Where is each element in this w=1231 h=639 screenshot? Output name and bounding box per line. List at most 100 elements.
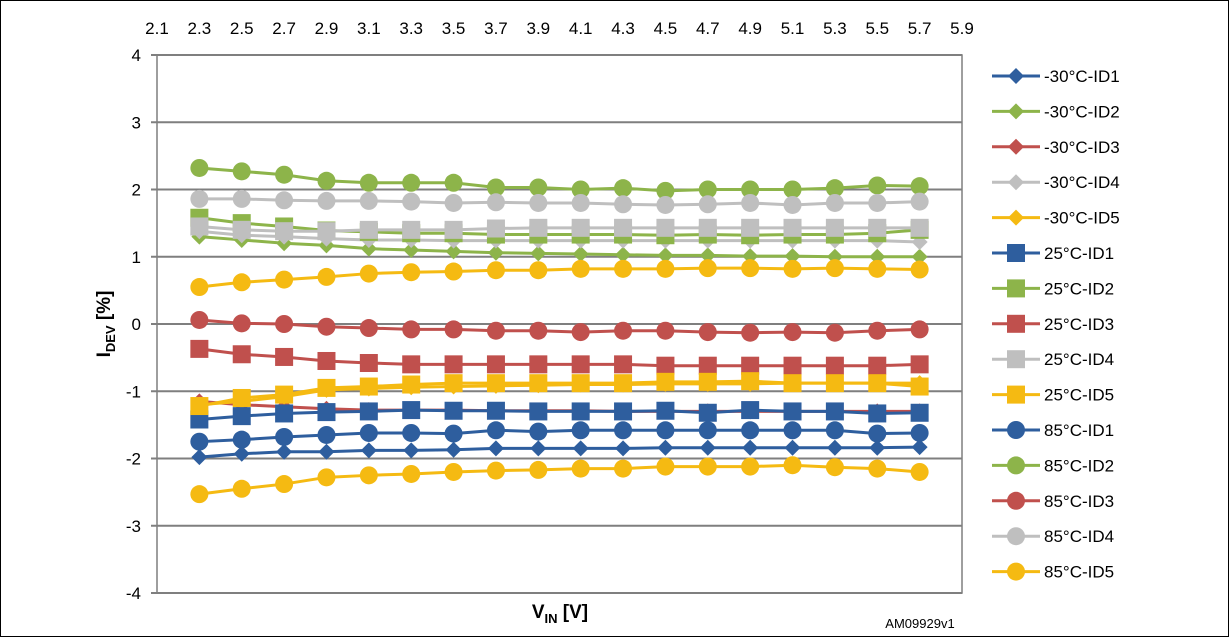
data-point xyxy=(402,355,421,374)
data-point xyxy=(571,355,590,374)
data-point xyxy=(614,321,633,340)
data-point xyxy=(698,356,717,375)
data-point xyxy=(656,421,675,440)
data-point xyxy=(741,401,760,420)
data-point xyxy=(190,339,209,358)
data-point xyxy=(317,222,336,241)
data-point xyxy=(783,259,802,278)
data-point xyxy=(868,259,887,278)
data-point xyxy=(615,246,632,263)
data-point xyxy=(911,248,928,265)
series-line xyxy=(199,347,920,368)
data-point xyxy=(190,189,209,208)
data-point xyxy=(742,248,759,265)
series-line xyxy=(199,399,920,413)
data-point xyxy=(402,423,421,442)
data-point xyxy=(656,356,675,375)
data-point xyxy=(571,421,590,440)
data-point xyxy=(529,402,548,421)
x-tick-label: 3.9 xyxy=(526,19,550,38)
legend-item: -30°C-ID4 xyxy=(992,173,1120,192)
data-point xyxy=(444,462,463,481)
data-point xyxy=(232,273,251,292)
x-tick-label: 5.1 xyxy=(781,19,805,38)
data-point xyxy=(233,445,250,462)
data-point xyxy=(783,456,802,475)
data-point xyxy=(275,404,294,423)
legend-marker xyxy=(1007,314,1025,333)
x-tick-label: 4.9 xyxy=(738,19,762,38)
data-point xyxy=(868,404,887,423)
x-tick-label: 5.9 xyxy=(950,19,974,38)
data-point xyxy=(275,315,294,333)
legend-marker xyxy=(1008,103,1024,120)
legend-item: 25°C-ID2 xyxy=(992,279,1114,298)
data-point xyxy=(275,385,294,404)
data-point xyxy=(359,173,378,192)
data-point xyxy=(910,177,929,196)
y-tick-label: -1 xyxy=(126,382,141,401)
legend-label: -30°C-ID3 xyxy=(1044,138,1120,157)
data-point xyxy=(444,193,463,212)
data-point xyxy=(868,218,887,237)
data-point xyxy=(910,260,929,279)
data-point xyxy=(359,319,378,338)
legend-label: -30°C-ID2 xyxy=(1044,102,1120,121)
data-point xyxy=(614,195,633,214)
data-point xyxy=(360,240,377,257)
data-point xyxy=(571,180,590,199)
legend-label: -30°C-ID1 xyxy=(1044,67,1120,86)
y-tick-label: -4 xyxy=(126,584,141,603)
data-point xyxy=(868,356,887,375)
data-point xyxy=(571,259,590,278)
data-point xyxy=(869,439,886,456)
series-line xyxy=(199,428,920,444)
data-point xyxy=(910,403,929,422)
data-point xyxy=(699,439,716,456)
legend-label: 25°C-ID1 xyxy=(1044,244,1114,263)
data-point xyxy=(741,193,760,212)
data-point xyxy=(486,178,505,197)
data-point xyxy=(741,180,760,199)
legend-marker xyxy=(1007,456,1025,475)
x-tick-labels: 2.1 2.3 2.5 2.7 2.9 3.1 3.3 3.5 3.7 3.9 4.1 4.3 4.5 4… xyxy=(145,19,974,38)
data-point xyxy=(317,403,336,422)
series-25°C-ID1 xyxy=(190,401,929,429)
data-point xyxy=(698,195,717,214)
data-point xyxy=(275,165,294,184)
data-point xyxy=(402,320,421,339)
data-point xyxy=(656,218,675,237)
data-point xyxy=(275,475,294,494)
y-tick-label: -2 xyxy=(126,450,141,469)
data-point xyxy=(614,402,633,421)
series--30°C-ID3 xyxy=(191,393,928,420)
data-point xyxy=(444,320,463,339)
data-point xyxy=(868,321,887,340)
data-point xyxy=(486,401,505,420)
data-point xyxy=(656,259,675,278)
data-point xyxy=(444,424,463,443)
data-point xyxy=(191,449,208,466)
data-point xyxy=(487,244,504,261)
data-point xyxy=(486,219,505,238)
data-point xyxy=(571,402,590,421)
data-point xyxy=(656,321,675,340)
x-tick-label: 4.5 xyxy=(654,19,678,38)
data-point xyxy=(783,195,802,214)
data-point xyxy=(487,440,504,457)
legend-item: 25°C-ID1 xyxy=(992,244,1114,263)
series-85°C-ID5-b xyxy=(190,456,929,504)
data-point xyxy=(698,218,717,237)
data-point xyxy=(529,422,548,441)
data-point xyxy=(741,218,760,237)
data-point xyxy=(698,403,717,422)
data-point xyxy=(784,248,801,265)
data-point xyxy=(275,427,294,446)
data-point xyxy=(698,421,717,440)
data-point xyxy=(825,356,844,375)
data-point xyxy=(486,461,505,480)
data-point xyxy=(359,377,378,396)
data-point xyxy=(614,259,633,278)
data-point xyxy=(571,218,590,237)
